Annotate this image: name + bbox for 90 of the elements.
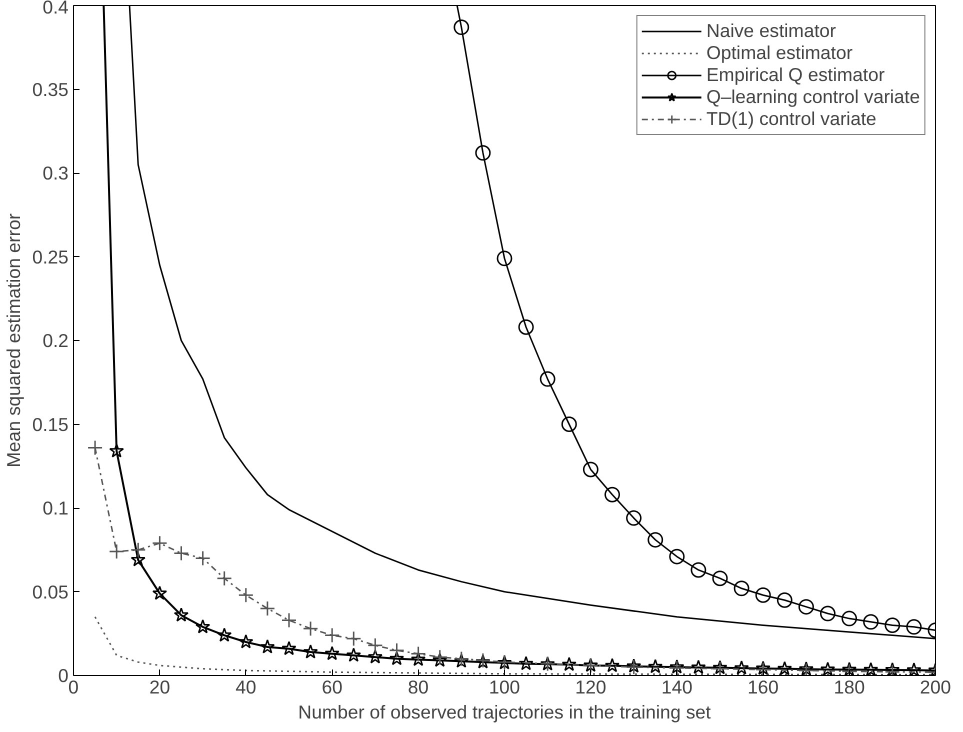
- legend-label: Q–learning control variate: [706, 86, 920, 108]
- y-tick-label: 0.1: [42, 498, 69, 518]
- point: [281, 612, 297, 628]
- point: [87, 440, 103, 456]
- point: [238, 634, 254, 648]
- x-tick-label: 20: [149, 676, 170, 698]
- point: [648, 659, 663, 674]
- point: [152, 535, 168, 551]
- point: [152, 586, 168, 600]
- legend-label: Empirical Q estimator: [706, 64, 885, 86]
- point: [368, 649, 383, 664]
- legend-label: Naive estimator: [706, 20, 836, 42]
- x-tick-label: 100: [488, 676, 520, 698]
- x-tick-label: 120: [575, 676, 606, 698]
- point: [820, 662, 836, 676]
- point: [389, 642, 404, 658]
- point: [691, 660, 706, 674]
- x-tick-label: 200: [920, 676, 952, 698]
- point: [410, 646, 426, 662]
- point: [884, 618, 900, 633]
- point: [216, 570, 232, 586]
- point: [734, 660, 749, 675]
- point: [496, 250, 512, 266]
- point: [604, 658, 620, 672]
- point: [108, 544, 124, 560]
- point: [540, 371, 556, 387]
- y-axis-title: Mean squared estimation error: [3, 213, 24, 468]
- x-tick-label: 180: [834, 676, 865, 698]
- y-tick-label: 0.35: [32, 78, 68, 100]
- point: [367, 638, 383, 654]
- point: [518, 656, 534, 670]
- x-tick-label: 140: [661, 676, 692, 698]
- point: [324, 628, 340, 644]
- legend-label: TD(1) control variate: [706, 108, 876, 130]
- point: [669, 548, 685, 564]
- legend-label: Optimal estimator: [706, 42, 853, 64]
- point: [302, 620, 318, 636]
- point: [518, 319, 534, 335]
- point: [260, 639, 275, 654]
- x-axis-title: Number of observed trajectories in the training set: [298, 702, 712, 722]
- point: [432, 649, 448, 665]
- point: [776, 592, 792, 608]
- point: [863, 614, 879, 630]
- x-tick-label: 40: [236, 676, 256, 698]
- y-tick-label: 0.25: [32, 246, 68, 268]
- point: [174, 607, 189, 622]
- point: [410, 652, 426, 666]
- x-tick-label: 60: [322, 676, 342, 698]
- point: [562, 656, 577, 672]
- point: [346, 648, 362, 662]
- point: [798, 599, 814, 615]
- point: [454, 20, 470, 36]
- point: [626, 510, 642, 526]
- point: [195, 619, 210, 634]
- point: [475, 145, 491, 161]
- point: [303, 644, 318, 658]
- point: [389, 651, 404, 666]
- point: [842, 610, 858, 626]
- point: [690, 562, 706, 578]
- point: [432, 652, 448, 667]
- point: [130, 542, 146, 558]
- point: [734, 580, 750, 596]
- y-tick-label: 0.05: [32, 581, 68, 602]
- point: [195, 550, 211, 566]
- point: [582, 462, 598, 478]
- x-tick-label: 160: [748, 676, 779, 698]
- y-tick-label: 0.3: [42, 162, 69, 184]
- point: [755, 587, 771, 603]
- y-tick-label: 0.2: [42, 330, 69, 351]
- point: [604, 486, 620, 502]
- point: [260, 600, 276, 616]
- x-tick-label: 80: [408, 676, 429, 698]
- point: [174, 545, 189, 561]
- point: [282, 640, 296, 656]
- point: [906, 619, 922, 635]
- point: [561, 416, 577, 432]
- point: [324, 646, 340, 660]
- point: [712, 570, 728, 586]
- point: [216, 628, 232, 642]
- point: [777, 661, 792, 676]
- point: [648, 532, 664, 548]
- y-tick-label: 0.4: [42, 0, 69, 18]
- point: [238, 587, 254, 603]
- point: [109, 443, 124, 458]
- point: [820, 606, 836, 622]
- point: [863, 662, 878, 676]
- point: [346, 630, 362, 646]
- y-tick-label: 0.15: [32, 414, 68, 435]
- point: [130, 552, 146, 566]
- point: [906, 662, 922, 676]
